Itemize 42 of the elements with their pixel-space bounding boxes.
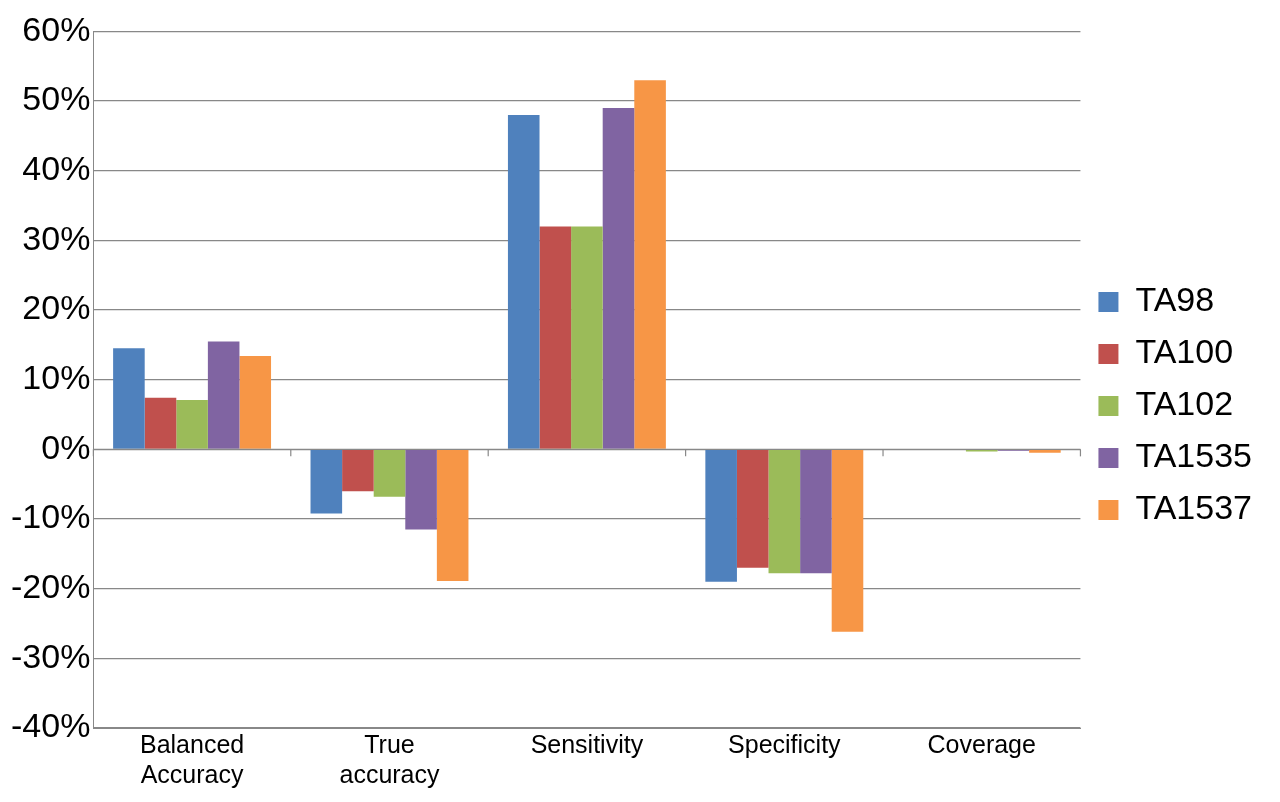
bar [768, 449, 801, 574]
bar [705, 449, 737, 582]
bar [736, 449, 769, 568]
legend-label: TA102 [1135, 384, 1234, 423]
bar [176, 399, 208, 449]
x-tick-label: Balanced Accuracy [139, 729, 245, 788]
legend-label: TA1535 [1135, 436, 1252, 475]
y-tick-label: -40% [11, 706, 91, 745]
y-tick-label: -10% [11, 497, 91, 536]
y-tick-label: 0% [41, 427, 91, 466]
bar [831, 449, 864, 632]
bar [144, 397, 177, 449]
bar [239, 356, 272, 449]
bar [405, 449, 437, 530]
y-tick-label: 50% [22, 79, 91, 118]
y-tick-label: 40% [22, 149, 91, 188]
bar [800, 449, 832, 574]
legend-label: TA100 [1135, 332, 1234, 371]
bar [436, 449, 469, 582]
bar [310, 449, 343, 514]
bar [1029, 449, 1061, 453]
bar [373, 449, 406, 497]
bar [507, 114, 540, 449]
y-tick-label: -20% [11, 567, 91, 606]
bar [602, 108, 635, 449]
y-tick-label: 20% [22, 288, 91, 327]
y-tick-label: 30% [22, 218, 91, 257]
bar [207, 341, 240, 449]
bar [634, 80, 666, 449]
x-tick-label: Coverage [927, 729, 1036, 758]
x-tick-label: Sensitivity [530, 729, 644, 758]
y-tick-label: 60% [22, 9, 91, 48]
bar [113, 348, 145, 449]
legend-label: TA98 [1135, 280, 1215, 319]
bar [342, 449, 374, 492]
x-tick-label: True accuracy [339, 729, 441, 788]
x-tick-label: Specificity [728, 729, 842, 758]
bar [571, 226, 603, 449]
bar [539, 226, 572, 449]
y-tick-label: 10% [22, 358, 91, 397]
y-tick-label: -30% [11, 636, 91, 675]
legend-label: TA1537 [1135, 488, 1252, 527]
